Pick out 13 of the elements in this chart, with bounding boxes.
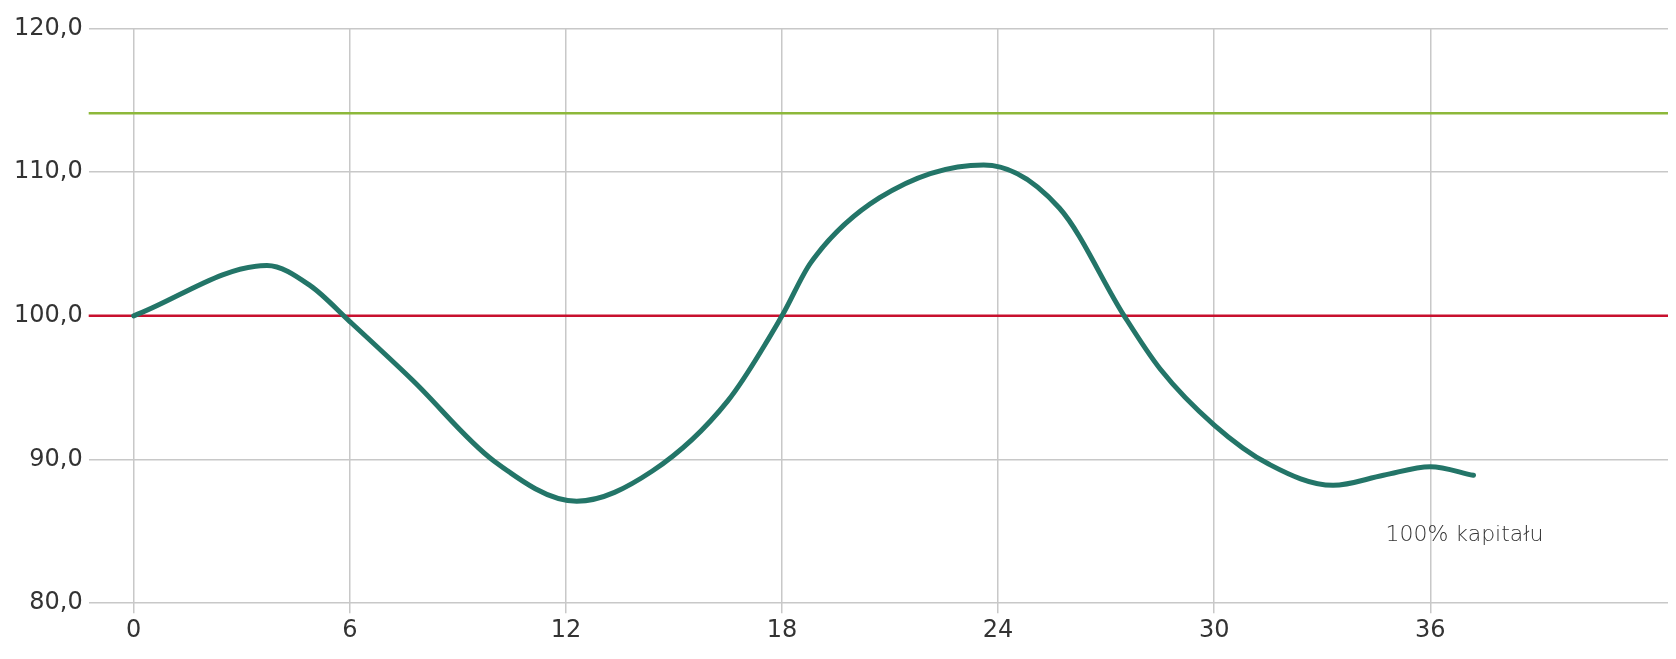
x-tick-label: 36	[1415, 614, 1446, 643]
x-tick-label: 6	[342, 614, 358, 643]
x-tick-label: 12	[550, 614, 582, 643]
y-tick-label: 120,0	[13, 12, 83, 41]
x-tick-label: 24	[982, 614, 1014, 643]
x-tick-label: 30	[1198, 614, 1230, 643]
text: 100% kapitału	[1385, 521, 1544, 547]
x-tick-label: 0	[126, 614, 142, 643]
y-tick-label: 80,0	[29, 587, 83, 616]
y-tick-label: 110,0	[13, 156, 83, 185]
y-tick-label: 90,0	[29, 443, 83, 472]
y-tick-label: 100,0	[13, 300, 83, 329]
x-tick-label: 18	[766, 614, 798, 643]
